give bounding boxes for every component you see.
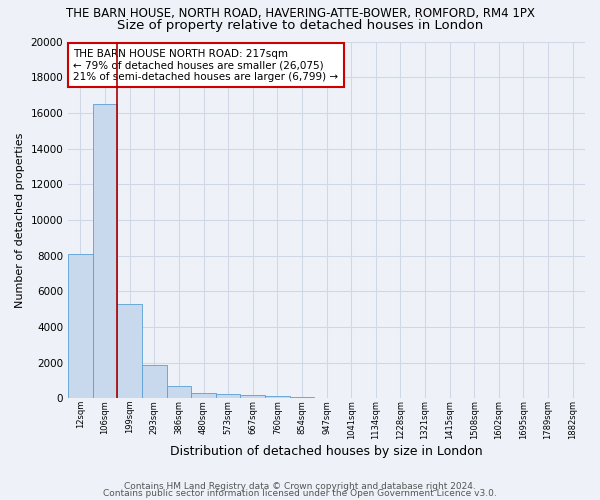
Text: Contains public sector information licensed under the Open Government Licence v3: Contains public sector information licen… bbox=[103, 490, 497, 498]
Text: Size of property relative to detached houses in London: Size of property relative to detached ho… bbox=[117, 19, 483, 32]
Text: Contains HM Land Registry data © Crown copyright and database right 2024.: Contains HM Land Registry data © Crown c… bbox=[124, 482, 476, 491]
Bar bbox=[68, 254, 93, 398]
Y-axis label: Number of detached properties: Number of detached properties bbox=[15, 132, 25, 308]
Bar bbox=[167, 386, 191, 398]
Text: THE BARN HOUSE, NORTH ROAD, HAVERING-ATTE-BOWER, ROMFORD, RM4 1PX: THE BARN HOUSE, NORTH ROAD, HAVERING-ATT… bbox=[65, 8, 535, 20]
Bar bbox=[290, 397, 314, 398]
X-axis label: Distribution of detached houses by size in London: Distribution of detached houses by size … bbox=[170, 444, 483, 458]
Bar bbox=[216, 394, 241, 398]
Bar bbox=[118, 304, 142, 398]
Bar bbox=[142, 366, 167, 398]
Bar bbox=[265, 396, 290, 398]
Bar bbox=[191, 393, 216, 398]
Text: THE BARN HOUSE NORTH ROAD: 217sqm
← 79% of detached houses are smaller (26,075)
: THE BARN HOUSE NORTH ROAD: 217sqm ← 79% … bbox=[73, 48, 338, 82]
Bar bbox=[93, 104, 118, 399]
Bar bbox=[241, 395, 265, 398]
